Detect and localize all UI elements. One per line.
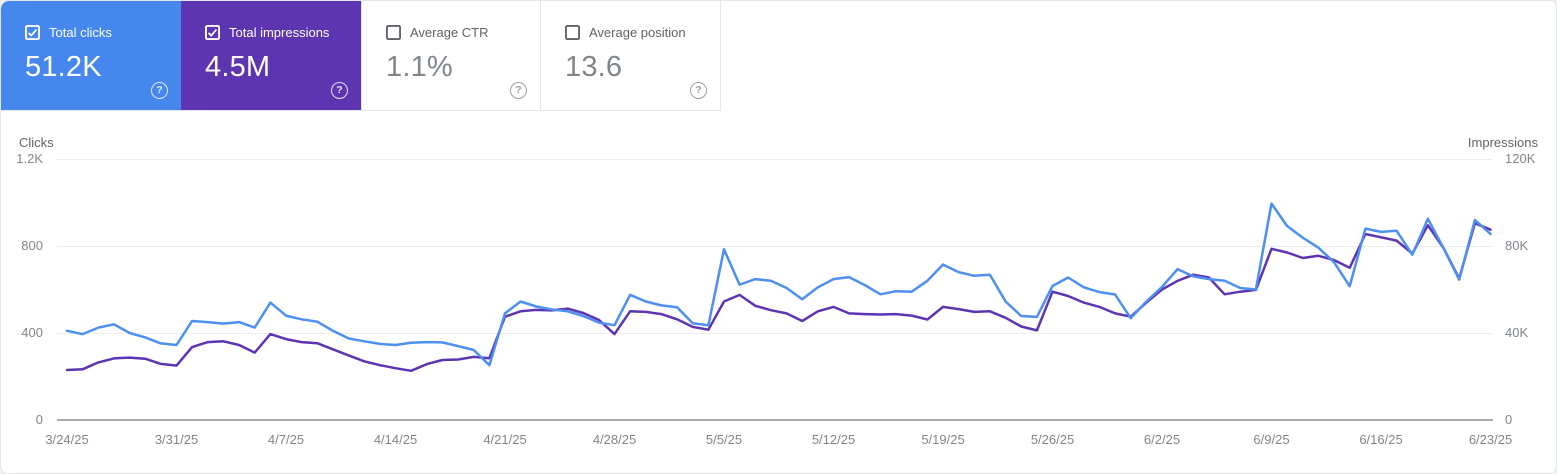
date-tick-label: 5/26/25 (1030, 432, 1075, 447)
metric-cards-row: Total clicks 51.2K Total impressions 4.5… (1, 1, 721, 111)
card-header: Average CTR (386, 25, 540, 40)
date-tick-label: 4/28/25 (592, 432, 637, 447)
axis-tick-label: 800 (21, 238, 43, 253)
date-tick-label: 5/12/25 (811, 432, 856, 447)
axis-tick-label: 40K (1505, 325, 1529, 340)
axis-tick-label: 1.2K (16, 151, 43, 166)
card-value: 51.2K (25, 51, 102, 83)
checkbox-icon[interactable] (565, 25, 580, 40)
card-average-position[interactable]: Average position 13.6 (541, 1, 721, 111)
card-average-ctr[interactable]: Average CTR 1.1% (361, 1, 541, 111)
axis-tick-label: 400 (21, 325, 43, 340)
date-tick-label: 5/5/25 (705, 432, 743, 447)
card-total-clicks[interactable]: Total clicks 51.2K (1, 1, 181, 111)
card-header: Total impressions (205, 25, 361, 40)
card-header: Average position (565, 25, 720, 40)
clicks-line[interactable] (65, 202, 1492, 367)
date-tick-label: 4/14/25 (373, 432, 418, 447)
date-tick-label: 3/24/25 (45, 432, 89, 447)
help-icon[interactable] (510, 82, 527, 99)
axis-tick-label: 120K (1505, 151, 1536, 166)
card-label: Total clicks (49, 25, 112, 40)
card-header: Total clicks (25, 25, 181, 40)
x-axis-baseline (57, 419, 1493, 421)
axis-tick-label: 80K (1505, 238, 1529, 253)
date-tick-label: 4/21/25 (483, 432, 527, 447)
date-tick-label: 6/23/25 (1468, 432, 1513, 447)
date-tick-label: 6/2/25 (1143, 432, 1181, 447)
axis-tick-label: 0 (1505, 412, 1513, 427)
date-tick-label: 3/31/25 (154, 432, 199, 447)
date-tick-label: 5/19/25 (921, 432, 965, 447)
card-label: Average CTR (410, 25, 489, 40)
gridline (57, 333, 1493, 334)
checkbox-icon[interactable] (25, 25, 40, 40)
date-tick-label: 6/16/25 (1359, 432, 1403, 447)
card-label: Average position (589, 25, 686, 40)
checkbox-icon[interactable] (386, 25, 401, 40)
card-value: 13.6 (565, 51, 623, 83)
card-total-impressions[interactable]: Total impressions 4.5M (181, 1, 361, 111)
impressions-line[interactable] (65, 221, 1492, 373)
axis-tick-label: 0 (35, 412, 43, 427)
date-tick-label: 6/9/25 (1253, 432, 1290, 447)
date-tick-label: 4/7/25 (267, 432, 305, 447)
gridline (57, 246, 1493, 247)
help-icon[interactable] (690, 82, 707, 99)
gridline (57, 159, 1493, 160)
card-value: 4.5M (205, 51, 271, 83)
help-icon[interactable] (331, 82, 348, 99)
card-label: Total impressions (229, 25, 330, 40)
right-axis-title: Impressions (1467, 135, 1538, 150)
card-value: 1.1% (386, 51, 453, 83)
left-axis-title: Clicks (19, 135, 54, 150)
checkbox-icon[interactable] (205, 25, 220, 40)
help-icon[interactable] (151, 82, 168, 99)
